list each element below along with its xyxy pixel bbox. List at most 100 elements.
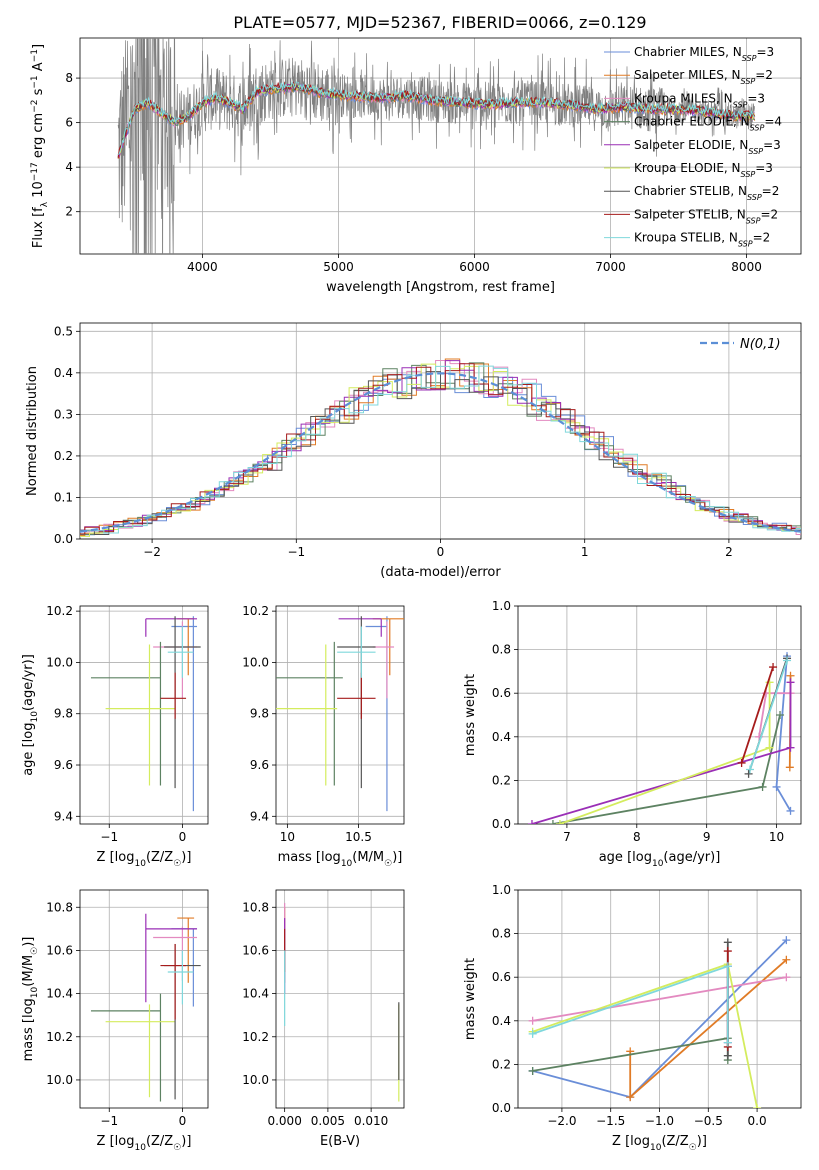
legend-label-salpeter_stelib: Salpeter STELIB, NSSP=2 — [634, 207, 778, 225]
label-part: log — [115, 850, 135, 865]
label-sub: 10 — [650, 1143, 662, 1153]
age_vs_Z-ylabel: age [log10(age/yr)] — [21, 654, 40, 776]
series-line-kroupa_miles — [532, 976, 787, 1022]
x-tick-label: −1 — [287, 545, 305, 559]
y-tick-label: 0.0 — [492, 817, 511, 831]
label-part: 10 — [31, 181, 46, 202]
label-part: )] — [181, 1134, 191, 1149]
legend-sub: SSP — [748, 146, 763, 155]
label-part: s — [31, 88, 46, 99]
label-part: mass [ — [21, 1018, 36, 1061]
age_vs_mass-frame — [275, 605, 405, 825]
legend-tail: =3 — [763, 138, 781, 152]
weight_vs_Z-ylabel: mass weight — [463, 958, 478, 1040]
errorbar-chabrier_elodie — [90, 641, 162, 786]
residuals-frame — [79, 322, 802, 540]
label-part: A — [31, 62, 46, 75]
residuals-ylabel: Normed distribution — [25, 366, 40, 496]
mass_vs_Z-ylabel: mass [log10(M/M☉)] — [21, 937, 40, 1062]
normal-curve — [80, 372, 801, 533]
legend-label-kroupa_stelib: Kroupa STELIB, NSSP=2 — [634, 231, 770, 249]
label-part: (M/M — [352, 850, 384, 865]
errorbar-kroupa_elodie — [105, 644, 176, 786]
series-point-chabrier_elodie — [528, 1066, 537, 1075]
legend-sub: SSP — [733, 100, 748, 109]
legend-text: Kroupa ELODIE, N — [634, 161, 741, 175]
age_vs_mass-plot — [276, 616, 404, 812]
series-point-salpeter_stelib — [737, 758, 746, 767]
label-part: log — [21, 723, 36, 743]
errorbar-salpeter_stelib — [160, 672, 187, 719]
y-tick-label: 2 — [65, 205, 73, 219]
y-tick-label: 10.2 — [46, 1030, 73, 1044]
series-line-kroupa_elodie — [559, 682, 771, 824]
x-tick-label: 1 — [581, 545, 589, 559]
y-tick-label: 9.8 — [250, 707, 269, 721]
y-tick-label: 0.3 — [54, 407, 73, 421]
x-tick-label: 8 — [633, 830, 641, 844]
y-tick-label: 0.8 — [492, 643, 511, 657]
series-point-salpeter_stelib — [769, 663, 778, 672]
label-part: age [ — [599, 850, 632, 865]
x-tick-label: −0.5 — [694, 1114, 723, 1128]
label-part: ] — [31, 44, 46, 49]
legend-text: Salpeter STELIB, N — [634, 207, 746, 221]
age_vs_mass-grid — [276, 606, 404, 824]
series-point-kroupa_elodie — [765, 743, 774, 752]
y-tick-label: 10.2 — [242, 604, 269, 618]
errorbar-kroupa_stelib — [167, 950, 194, 1005]
series-point-kroupa_stelib — [723, 962, 732, 971]
y-tick-label: 0.4 — [492, 1014, 511, 1028]
legend-text: Chabrier MILES, N — [634, 45, 742, 59]
label-sub: 10 — [652, 859, 664, 869]
label-part: log — [321, 850, 341, 865]
legend-tail: =2 — [755, 68, 773, 82]
label-part: (age/yr)] — [21, 654, 36, 711]
mass_vs_Z-plot — [90, 913, 201, 1102]
series-point-kroupa_stelib — [528, 1029, 537, 1038]
histogram-salpeter_elodie — [80, 360, 801, 531]
x-tick-label: 10 — [769, 830, 784, 844]
y-tick-label: 9.4 — [54, 809, 73, 823]
x-tick-label: −2 — [143, 545, 161, 559]
label-part: mass [ — [278, 850, 321, 865]
series-point-kroupa_elodie — [555, 820, 564, 824]
label-part: log — [632, 850, 652, 865]
errorbar-chabrier_stelib — [337, 616, 376, 789]
observed-spectrum-line — [117, 38, 756, 254]
y-tick-label: 9.6 — [54, 758, 73, 772]
errorbar-chabrier_miles — [171, 616, 198, 812]
legend-text: Kroupa MILES, N — [634, 91, 733, 105]
label-sub: 10 — [30, 711, 40, 723]
series-point-chabrier_miles — [782, 936, 791, 945]
spectrum-frame — [79, 37, 802, 255]
series-line-kroupa_elodie — [532, 962, 758, 1108]
legend-tail: =2 — [760, 207, 778, 221]
label-part: wavelength [Angstrom, rest frame] — [326, 280, 555, 295]
errorbar-salpeter_elodie — [338, 618, 382, 637]
legend-label-kroupa_miles: Kroupa MILES, NSSP=3 — [634, 91, 765, 109]
legend-sub: SSP — [746, 216, 761, 225]
y-tick-label: 0.6 — [492, 970, 511, 984]
series-point-salpeter_miles — [782, 955, 791, 964]
label-part: log — [115, 1134, 135, 1149]
label-part: Z [ — [97, 850, 115, 865]
label-part: (data-model)/error — [380, 565, 501, 580]
spectrum-plot — [117, 38, 756, 254]
errorbar-salpeter_stelib — [337, 672, 376, 719]
label-part: mass weight — [463, 958, 478, 1040]
label-part: log — [21, 998, 36, 1018]
series-point-chabrier_stelib — [723, 1051, 732, 1060]
label-part: E(B-V) — [320, 1134, 360, 1149]
label-sub: 10 — [341, 859, 353, 869]
legend-tail: =2 — [762, 184, 780, 198]
errorbar-chabrier_elodie — [90, 993, 162, 1102]
y-tick-label: 0.2 — [54, 449, 73, 463]
errorbar-kroupa_elodie — [276, 644, 338, 786]
x-tick-label: 0 — [437, 545, 445, 559]
errorbar-kroupa_stelib — [167, 626, 194, 678]
